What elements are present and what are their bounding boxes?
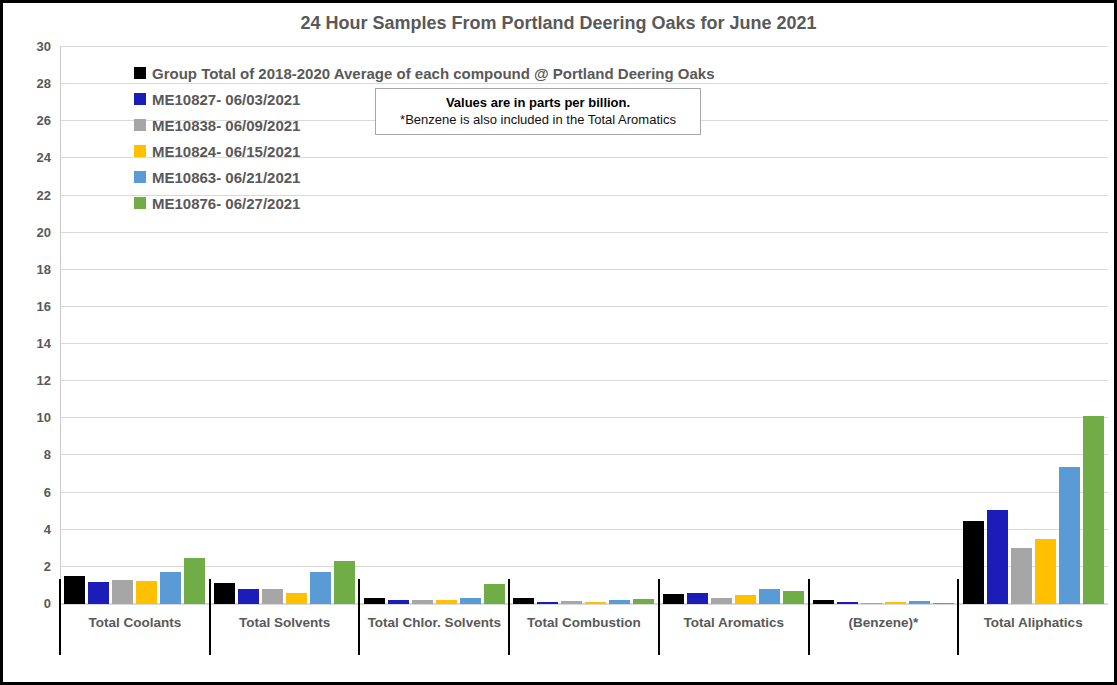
bar (933, 603, 954, 604)
chart-title: 24 Hour Samples From Portland Deering Oa… (3, 13, 1114, 34)
annotation-line-1: Values are in parts per billion. (380, 95, 696, 110)
bar (585, 602, 606, 604)
legend-item: ME10876- 06/27/2021 (134, 190, 715, 216)
category-label: Total Solvents (210, 615, 360, 630)
bar (861, 603, 882, 604)
bar (1035, 539, 1056, 604)
y-axis-tick-label: 0 (11, 596, 51, 611)
annotation-line-2: *Benzene is also included in the Total A… (380, 112, 696, 127)
bar (388, 600, 409, 604)
legend-label: ME10876- 06/27/2021 (152, 195, 300, 212)
bar (513, 598, 534, 604)
y-axis-tick-label: 10 (11, 410, 51, 425)
y-axis-tick-label: 14 (11, 336, 51, 351)
y-axis-tick-label: 20 (11, 225, 51, 240)
category-label: (Benzene)* (809, 615, 959, 630)
y-axis-tick-label: 12 (11, 373, 51, 388)
bar (88, 582, 109, 604)
bar (484, 584, 505, 604)
bar (64, 576, 85, 604)
y-axis-tick-label: 6 (11, 485, 51, 500)
bar (783, 591, 804, 604)
legend-item: ME10824- 06/15/2021 (134, 138, 715, 164)
category-label: Total Aromatics (659, 615, 809, 630)
bar (334, 561, 355, 604)
legend-label: ME10827- 06/03/2021 (152, 91, 300, 108)
bar (561, 601, 582, 604)
bar (460, 598, 481, 604)
bar (412, 600, 433, 604)
bar (1011, 548, 1032, 604)
bar (1083, 416, 1104, 604)
category-label: Total Aliphatics (958, 615, 1108, 630)
legend-swatch-icon (134, 93, 146, 105)
legend-swatch-icon (134, 119, 146, 131)
bar (963, 521, 984, 604)
legend-swatch-icon (134, 197, 146, 209)
bar (711, 598, 732, 604)
bar (160, 572, 181, 604)
legend-label: ME10824- 06/15/2021 (152, 143, 300, 160)
legend-label: Group Total of 2018-2020 Average of each… (152, 65, 715, 82)
bar (735, 595, 756, 604)
y-axis-tick-label: 30 (11, 39, 51, 54)
bar (214, 583, 235, 604)
bar-group (809, 47, 959, 604)
bar (909, 601, 930, 604)
bar (537, 602, 558, 604)
bar (184, 558, 205, 604)
legend-item: Group Total of 2018-2020 Average of each… (134, 60, 715, 86)
legend-swatch-icon (134, 145, 146, 157)
bar (310, 572, 331, 604)
bar (238, 589, 259, 604)
category-label: Total Combustion (509, 615, 659, 630)
y-axis-tick-label: 26 (11, 113, 51, 128)
legend-swatch-icon (134, 171, 146, 183)
legend-swatch-icon (134, 67, 146, 79)
bar (609, 600, 630, 604)
bar (286, 593, 307, 604)
y-axis-tick-label: 22 (11, 188, 51, 203)
y-axis-tick-label: 16 (11, 299, 51, 314)
legend-label: ME10863- 06/21/2021 (152, 169, 300, 186)
category-label: Total Chlor. Solvents (359, 615, 509, 630)
category-label: Total Coolants (60, 615, 210, 630)
bar (837, 602, 858, 604)
bar (364, 598, 385, 604)
bar (136, 581, 157, 604)
bar (1059, 467, 1080, 604)
legend-label: ME10838- 06/09/2021 (152, 117, 300, 134)
bar (436, 600, 457, 604)
y-axis-tick-label: 24 (11, 150, 51, 165)
bar (813, 600, 834, 604)
y-axis-tick-label: 4 (11, 522, 51, 537)
legend: Group Total of 2018-2020 Average of each… (134, 60, 715, 216)
y-axis-tick-label: 8 (11, 447, 51, 462)
y-axis-tick-label: 18 (11, 262, 51, 277)
bar (687, 593, 708, 604)
bar-group (958, 47, 1108, 604)
chart-canvas: 24 Hour Samples From Portland Deering Oa… (0, 0, 1117, 685)
y-axis-tick-label: 28 (11, 76, 51, 91)
y-axis-tick-label: 2 (11, 559, 51, 574)
annotation-box: Values are in parts per billion. *Benzen… (375, 88, 701, 135)
bar (663, 594, 684, 604)
legend-item: ME10863- 06/21/2021 (134, 164, 715, 190)
bar (112, 580, 133, 604)
bar (987, 510, 1008, 604)
bar (885, 602, 906, 604)
bar (759, 589, 780, 604)
bar (262, 589, 283, 604)
bar (633, 599, 654, 604)
